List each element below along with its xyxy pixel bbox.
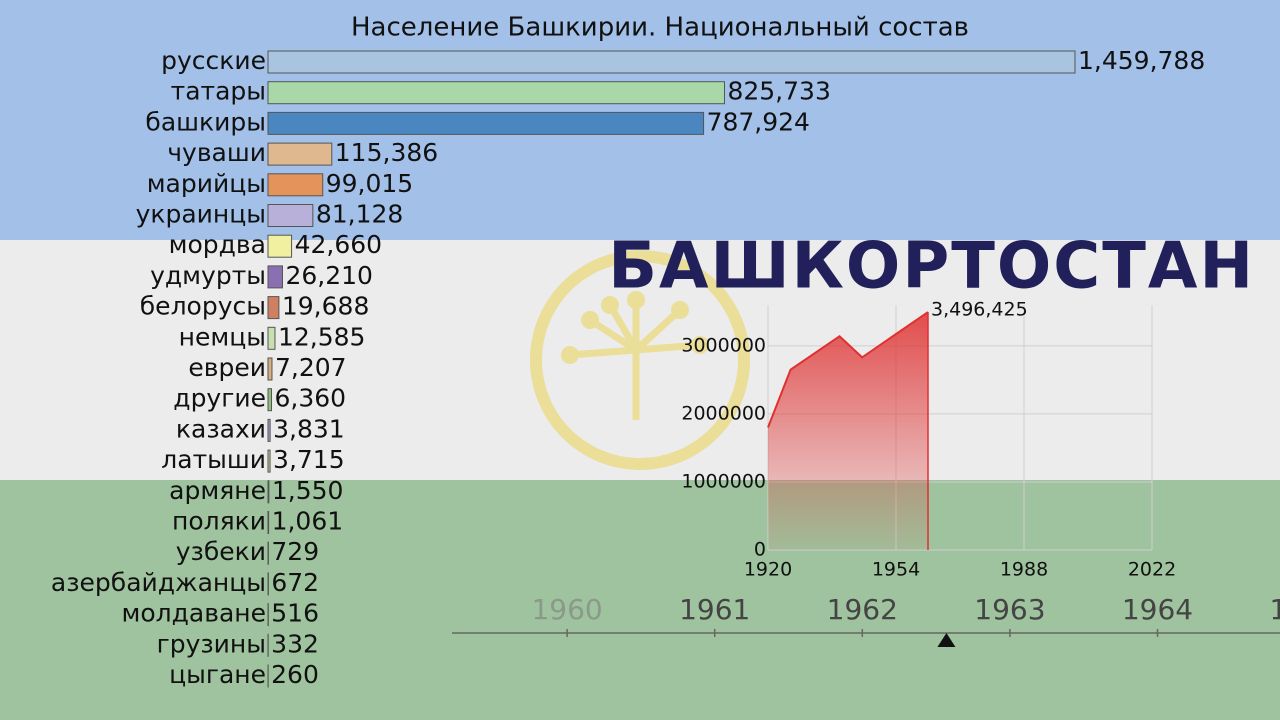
- value-label: 260: [271, 660, 319, 689]
- bar: [267, 480, 270, 504]
- flag-green: [0, 480, 1280, 720]
- timeline-label: 1963: [974, 593, 1045, 626]
- timeline-marker: [937, 633, 956, 647]
- timeline-label: 1961: [679, 593, 750, 626]
- value-label: 1,061: [272, 507, 344, 536]
- value-label: 7,207: [275, 353, 347, 382]
- bar: [267, 142, 333, 166]
- value-label: 1,550: [272, 476, 344, 505]
- bar: [267, 111, 705, 135]
- category-label: белорусы: [140, 292, 266, 321]
- bar: [267, 511, 270, 534]
- y-tick-label: 3000000: [681, 334, 766, 356]
- bar: [267, 449, 271, 473]
- value-label: 12,585: [278, 322, 365, 351]
- value-label: 19,688: [282, 292, 369, 321]
- chart-title: Население Башкирии. Национальный состав: [351, 13, 969, 43]
- x-tick-label: 1988: [1000, 559, 1048, 581]
- value-label: 3,831: [273, 414, 345, 443]
- category-label: молдаване: [121, 599, 266, 628]
- y-tick-label: 1000000: [681, 470, 766, 492]
- value-label: 81,128: [316, 200, 403, 229]
- bar: [267, 357, 273, 381]
- timeline-label: 1962: [827, 593, 898, 626]
- value-label: 1,459,788: [1078, 46, 1205, 75]
- bar: [267, 173, 324, 197]
- value-label: 672: [271, 568, 319, 597]
- bar: [267, 326, 276, 350]
- category-label: башкиры: [145, 107, 266, 136]
- value-label: 115,386: [335, 138, 438, 167]
- category-label: узбеки: [176, 537, 266, 566]
- bar: [267, 204, 314, 227]
- area: [768, 312, 928, 550]
- category-label: латыши: [161, 445, 266, 474]
- value-label: 42,660: [295, 230, 382, 259]
- point-label: 3,496,425: [931, 299, 1028, 321]
- y-tick-label: 2000000: [681, 402, 766, 424]
- category-label: марийцы: [147, 169, 266, 198]
- timeline-label: 1964: [1122, 593, 1193, 626]
- value-label: 99,015: [326, 169, 413, 198]
- category-label: цыгане: [169, 660, 266, 689]
- category-label: армяне: [169, 476, 266, 505]
- value-label: 787,924: [707, 107, 810, 136]
- category-label: азербайджанцы: [51, 568, 266, 597]
- bar: [267, 81, 725, 105]
- value-label: 825,733: [727, 77, 830, 106]
- category-label: другие: [173, 384, 266, 413]
- bar: [267, 50, 1076, 74]
- category-label: мордва: [169, 230, 266, 259]
- category-label: русские: [161, 46, 266, 75]
- bar: [267, 234, 293, 258]
- category-label: евреи: [188, 353, 266, 382]
- bar: [267, 296, 280, 320]
- x-tick-label: 1954: [872, 559, 920, 581]
- bar: [267, 388, 273, 412]
- category-label: татары: [171, 77, 266, 106]
- value-label: 3,715: [273, 445, 345, 474]
- category-label: грузины: [157, 629, 266, 658]
- x-tick-label: 2022: [1128, 559, 1176, 581]
- value-label: 729: [271, 537, 319, 566]
- timeline-label: 1965: [1269, 593, 1280, 626]
- category-label: немцы: [179, 322, 266, 351]
- category-label: поляки: [172, 507, 266, 536]
- value-label: 26,210: [285, 261, 372, 290]
- category-label: казахи: [176, 414, 266, 443]
- x-tick-label: 1920: [744, 559, 792, 581]
- y-tick-label: 0: [754, 539, 766, 561]
- category-label: украинцы: [136, 200, 266, 229]
- line: [767, 311, 929, 428]
- category-label: чуваши: [167, 138, 266, 167]
- value-label: 332: [271, 629, 319, 658]
- timeline-label: 1960: [531, 593, 602, 626]
- flag-white: [0, 240, 1280, 480]
- category-label: удмурты: [150, 261, 266, 290]
- region-name: БАШКОРТОСТАН: [608, 230, 1255, 304]
- emblem: [530, 250, 750, 470]
- value-label: 6,360: [275, 384, 347, 413]
- bar: [267, 265, 283, 289]
- value-label: 516: [271, 599, 319, 628]
- bar: [267, 418, 271, 442]
